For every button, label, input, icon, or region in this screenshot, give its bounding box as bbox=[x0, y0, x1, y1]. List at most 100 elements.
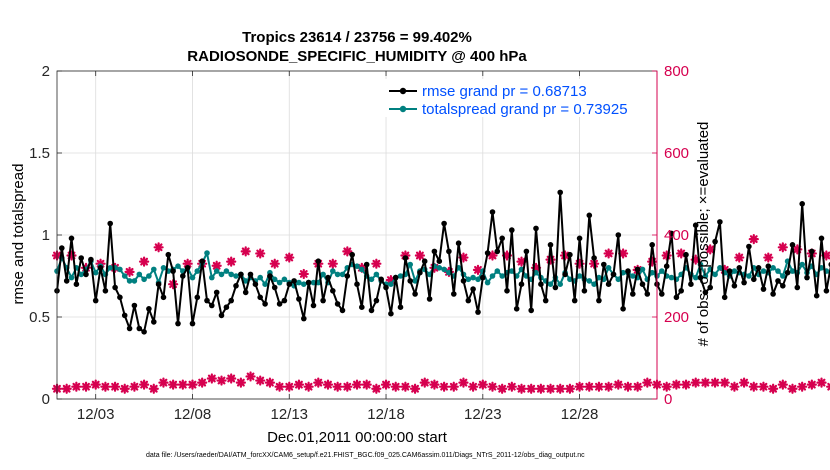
obs-count-point bbox=[226, 373, 237, 384]
rmse-point bbox=[760, 286, 767, 292]
rmse-point bbox=[189, 320, 196, 327]
rmse-point bbox=[630, 291, 636, 297]
rmse-point bbox=[649, 242, 655, 248]
obs-count-point bbox=[264, 377, 276, 388]
obs-count-point bbox=[487, 381, 498, 392]
rmse-point bbox=[180, 273, 186, 279]
rmse-point bbox=[330, 288, 336, 294]
obs-count-point bbox=[642, 377, 653, 388]
rmse-point bbox=[465, 297, 472, 304]
rmse-point bbox=[562, 271, 568, 278]
totalspread-point bbox=[775, 268, 781, 274]
obs-star-stroke bbox=[333, 382, 342, 391]
obs-star-stroke bbox=[827, 382, 830, 388]
rmse-point bbox=[533, 225, 539, 232]
rmse-point bbox=[731, 283, 738, 289]
obs-count-point bbox=[690, 377, 701, 388]
rmse-point bbox=[813, 292, 820, 299]
obs-star-stroke bbox=[735, 253, 744, 262]
obs-star-stroke bbox=[212, 261, 221, 270]
rmse-point bbox=[199, 258, 205, 265]
rmse-point bbox=[823, 288, 830, 294]
obs-star-stroke bbox=[740, 378, 749, 387]
obs-star-stroke bbox=[285, 253, 294, 262]
totalspread-point bbox=[160, 265, 167, 271]
obs-count-point bbox=[419, 377, 430, 388]
rmse-point bbox=[392, 274, 399, 281]
legend-spread-marker bbox=[399, 105, 407, 113]
rmse-point bbox=[267, 273, 273, 279]
obs-star-stroke bbox=[140, 380, 149, 389]
obs-star-stroke bbox=[159, 378, 168, 387]
rmse-point bbox=[765, 263, 772, 270]
y-right-tick-label: 400 bbox=[664, 227, 689, 244]
rmse-point bbox=[446, 248, 452, 255]
obs-star-stroke bbox=[662, 382, 671, 391]
obs-star-stroke bbox=[691, 378, 700, 387]
totalspread-point bbox=[213, 268, 220, 274]
obs-count-point bbox=[777, 379, 788, 390]
y-right-tick-label: 800 bbox=[664, 63, 689, 80]
totalspread-point bbox=[189, 274, 196, 281]
obs-star-stroke bbox=[527, 384, 536, 393]
obs-count-point bbox=[516, 383, 527, 394]
rmse-point bbox=[417, 269, 423, 276]
rmse-point bbox=[596, 297, 602, 304]
obs-count-point bbox=[719, 377, 730, 388]
rmse-point bbox=[83, 271, 89, 278]
obs-star-stroke bbox=[778, 380, 787, 389]
rmse-point bbox=[552, 284, 559, 291]
rmse-point bbox=[804, 274, 810, 281]
obs-star-stroke bbox=[401, 382, 410, 391]
totalspread-point bbox=[359, 266, 365, 273]
totalspread-point bbox=[567, 276, 573, 283]
obs-count-point bbox=[216, 375, 227, 386]
totalspread-point bbox=[368, 276, 375, 283]
totalspread-point bbox=[760, 268, 767, 274]
rmse-point bbox=[136, 325, 143, 332]
y-axis-right-label: # of obs: o=possible; ×=evaluated bbox=[695, 122, 712, 347]
obs-count-point bbox=[187, 379, 198, 390]
obs-count-point bbox=[342, 246, 353, 257]
obs-star-stroke bbox=[420, 378, 429, 387]
totalspread-point bbox=[712, 271, 718, 278]
obs-count-point bbox=[61, 383, 72, 394]
obs-star-stroke bbox=[546, 384, 555, 393]
obs-count-point bbox=[603, 381, 614, 392]
chart-title-line1: Tropics 23614 / 23756 = 99.402% bbox=[242, 29, 472, 46]
obs-star-stroke bbox=[817, 378, 826, 387]
rmse-point bbox=[354, 281, 360, 288]
obs-count-point bbox=[729, 381, 740, 392]
obs-count-point bbox=[748, 234, 759, 245]
rmse-point bbox=[751, 276, 757, 283]
totalspread-point bbox=[223, 268, 230, 274]
totalspread-point bbox=[141, 276, 147, 283]
obs-star-stroke bbox=[691, 255, 700, 264]
rmse-point bbox=[746, 243, 752, 250]
rmse-point bbox=[325, 274, 331, 281]
obs-star-stroke bbox=[391, 382, 400, 391]
rmse-point bbox=[359, 304, 365, 311]
rmse-point bbox=[218, 312, 225, 319]
rmse-point bbox=[233, 283, 239, 289]
obs-count-point bbox=[448, 381, 459, 392]
rmse-point bbox=[678, 288, 684, 294]
obs-star-stroke bbox=[299, 270, 308, 278]
obs-count-point bbox=[332, 381, 343, 392]
rmse-point bbox=[281, 297, 288, 304]
rmse-point bbox=[92, 297, 99, 304]
obs-count-point bbox=[574, 381, 585, 392]
rmse-point bbox=[547, 242, 554, 248]
rmse-point bbox=[644, 291, 651, 297]
obs-count-point bbox=[351, 379, 363, 390]
obs-star-stroke bbox=[507, 382, 516, 391]
obs-star-stroke bbox=[372, 259, 381, 268]
obs-star-stroke bbox=[701, 378, 710, 387]
rmse-point bbox=[784, 269, 791, 276]
rmse-point bbox=[625, 268, 631, 274]
rmse-point bbox=[73, 281, 80, 288]
totalspread-point bbox=[436, 265, 443, 271]
obs-star-stroke bbox=[111, 382, 119, 391]
obs-count-point bbox=[177, 379, 188, 390]
totalspread-point bbox=[484, 279, 491, 286]
